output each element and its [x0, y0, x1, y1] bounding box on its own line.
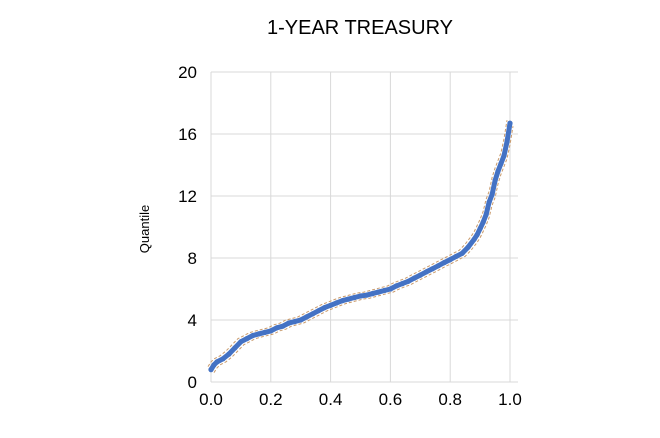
upper-band-line [207, 120, 508, 367]
data-point [238, 339, 244, 345]
confidence-band [207, 120, 514, 373]
data-point [504, 139, 510, 145]
data-point [465, 244, 471, 250]
data-point [477, 226, 483, 232]
x-tick-label: 0.4 [319, 390, 343, 409]
data-point [411, 275, 417, 281]
data-point [393, 283, 399, 289]
data-point [501, 153, 507, 159]
data-point [423, 269, 429, 275]
y-tick-label: 0 [188, 373, 197, 392]
data-point [280, 323, 286, 329]
x-tick-label: 0.8 [438, 390, 462, 409]
data-point [226, 351, 232, 357]
data-point [435, 263, 441, 269]
y-tick-label: 20 [178, 63, 197, 82]
data-point [459, 250, 465, 256]
data-point [232, 345, 238, 351]
data-point [486, 199, 492, 205]
y-tick-label: 8 [188, 249, 197, 268]
data-point [489, 191, 495, 198]
data-point [399, 281, 405, 287]
data-point [298, 317, 304, 323]
data-point [429, 266, 435, 272]
x-tick-label: 1.0 [498, 390, 522, 409]
data-point [480, 219, 486, 225]
data-point [274, 325, 280, 331]
series-line [208, 120, 513, 373]
data-point [214, 359, 220, 365]
data-point [405, 278, 411, 284]
data-point [387, 286, 393, 292]
data-point [441, 260, 447, 266]
y-tick-label: 4 [188, 311, 197, 330]
data-point [262, 329, 268, 335]
data-point [322, 305, 328, 311]
chart-title: 1-YEAR TREASURY [267, 17, 453, 39]
data-point [208, 367, 214, 373]
data-point [328, 302, 334, 308]
data-point [507, 120, 513, 126]
x-tick-label: 0.2 [259, 390, 283, 409]
data-point [334, 300, 340, 306]
data-point [286, 320, 292, 326]
data-point [268, 328, 274, 334]
data-point [417, 272, 423, 278]
data-point [498, 160, 504, 167]
y-tick-label: 16 [178, 125, 197, 144]
data-point [250, 332, 256, 339]
data-point [304, 314, 310, 320]
data-point [292, 319, 298, 325]
data-point [340, 298, 346, 304]
data-point [483, 212, 489, 218]
data-point [310, 311, 316, 317]
data-point [351, 294, 358, 301]
data-point [375, 289, 381, 295]
data-point [220, 356, 226, 362]
data-point [492, 177, 498, 184]
data-point [474, 232, 480, 238]
data-point [453, 253, 459, 259]
data-point [447, 257, 453, 263]
data-point [256, 331, 262, 337]
x-tick-label: 0.0 [199, 390, 223, 409]
y-tick-label: 12 [178, 187, 197, 206]
data-point [244, 336, 250, 342]
data-point [495, 168, 501, 174]
tick-labels: 0 4 8 12 16 20 0.0 0.2 0.4 0.6 0.8 1.0 [178, 63, 522, 409]
lower-band-line [213, 126, 514, 373]
data-point [316, 308, 322, 314]
data-point [369, 291, 376, 297]
data-point [357, 293, 364, 299]
data-point [345, 296, 352, 302]
y-axis-label: Quantile [137, 205, 152, 253]
data-point [471, 236, 477, 242]
x-tick-label: 0.6 [379, 390, 403, 409]
data-point [381, 287, 387, 294]
data-series [208, 120, 513, 373]
data-point [363, 292, 370, 298]
